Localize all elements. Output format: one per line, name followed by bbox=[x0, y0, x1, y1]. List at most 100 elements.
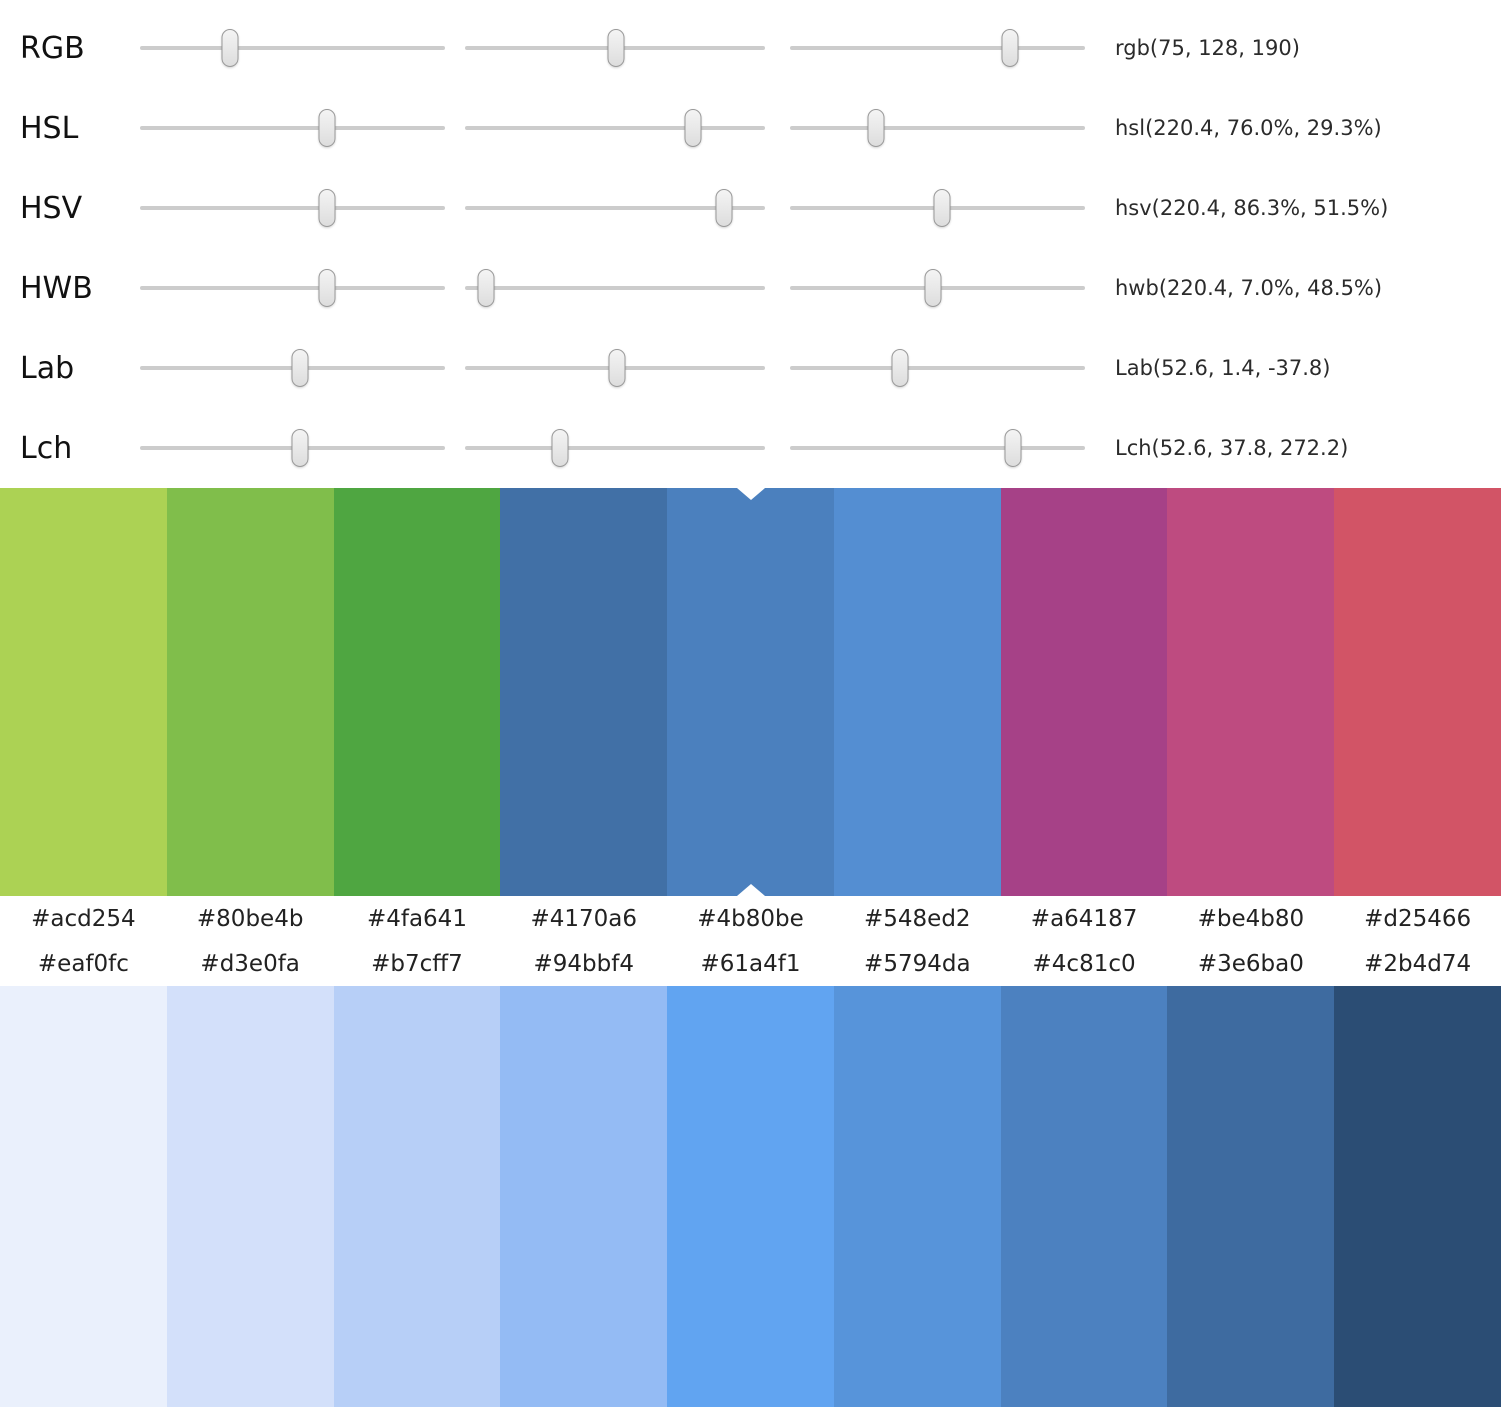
slider-row-hsv: HSV hsv(220.4, 86.3%, 51.5%) bbox=[0, 168, 1501, 248]
slider-track-line bbox=[465, 446, 765, 450]
slider-track[interactable] bbox=[465, 266, 765, 310]
color-sliders-panel: RGB rgb(75, 128, 190) HSL bbox=[0, 0, 1501, 488]
slider-track-line bbox=[790, 46, 1085, 50]
slider-track[interactable] bbox=[790, 346, 1085, 390]
slider-thumb[interactable] bbox=[924, 269, 942, 307]
swatch-hex-label: #be4b80 bbox=[1197, 906, 1305, 932]
selection-marker-bottom-icon bbox=[736, 884, 765, 896]
palette-swatch[interactable] bbox=[1167, 488, 1335, 896]
palette-swatch[interactable] bbox=[1000, 986, 1168, 1407]
palette-swatch[interactable] bbox=[0, 488, 167, 896]
slider-thumb[interactable] bbox=[867, 109, 885, 147]
palette-swatch[interactable] bbox=[667, 986, 834, 1407]
swatch-hex-label: #2b4d74 bbox=[1364, 951, 1472, 977]
slider-track[interactable] bbox=[465, 426, 765, 470]
slider-row-hsl: HSL hsl(220.4, 76.0%, 29.3%) bbox=[0, 88, 1501, 168]
slider-track[interactable] bbox=[790, 266, 1085, 310]
swatch-hex-label: #548ed2 bbox=[864, 906, 971, 932]
slider-thumb[interactable] bbox=[715, 189, 733, 227]
slider-track-line bbox=[140, 286, 445, 290]
swatch-hex-label: #80be4b bbox=[196, 906, 304, 932]
slider-track[interactable] bbox=[465, 26, 765, 70]
slider-thumb[interactable] bbox=[891, 349, 909, 387]
slider-track-line bbox=[140, 46, 445, 50]
slider-row-lch: Lch Lch(52.6, 37.8, 272.2) bbox=[0, 408, 1501, 488]
slider-thumb[interactable] bbox=[291, 349, 309, 387]
palette-swatch[interactable] bbox=[0, 986, 167, 1407]
palette-swatch[interactable] bbox=[833, 986, 1001, 1407]
palette-swatch[interactable] bbox=[333, 488, 501, 896]
swatch-hex-label: #d3e0fa bbox=[200, 951, 300, 977]
color-value-text: Lch(52.6, 37.8, 272.2) bbox=[1115, 436, 1349, 460]
slider-thumb[interactable] bbox=[318, 269, 336, 307]
slider-thumb[interactable] bbox=[318, 109, 336, 147]
slider-track-line bbox=[465, 286, 765, 290]
color-value-text: Lab(52.6, 1.4, -37.8) bbox=[1115, 356, 1331, 380]
slider-thumb[interactable] bbox=[291, 429, 309, 467]
slider-thumb[interactable] bbox=[221, 29, 239, 67]
slider-thumb[interactable] bbox=[933, 189, 951, 227]
slider-track[interactable] bbox=[465, 186, 765, 230]
palette-swatch[interactable] bbox=[1000, 488, 1168, 896]
slider-track-line bbox=[790, 446, 1085, 450]
selection-marker-top-icon bbox=[736, 488, 765, 500]
palette-swatch[interactable] bbox=[1334, 986, 1501, 1407]
palette-swatch[interactable] bbox=[500, 488, 668, 896]
swatch-hex-label: #61a4f1 bbox=[700, 951, 801, 977]
slider-thumb[interactable] bbox=[318, 189, 336, 227]
palette-swatch[interactable] bbox=[1167, 986, 1335, 1407]
swatch-hex-label: #4170a6 bbox=[530, 906, 637, 932]
slider-thumb[interactable] bbox=[551, 429, 568, 467]
slider-row-hwb: HWB hwb(220.4, 7.0%, 48.5%) bbox=[0, 248, 1501, 328]
slider-row-lab: Lab Lab(52.6, 1.4, -37.8) bbox=[0, 328, 1501, 408]
palette-top bbox=[0, 488, 1501, 896]
slider-track[interactable] bbox=[140, 186, 445, 230]
slider-track-line bbox=[465, 126, 765, 130]
palette-swatch[interactable] bbox=[1334, 488, 1501, 896]
slider-track[interactable] bbox=[140, 106, 445, 150]
slider-thumb[interactable] bbox=[477, 269, 495, 307]
swatch-hex-label: #3e6ba0 bbox=[1197, 951, 1304, 977]
palette-swatch[interactable] bbox=[166, 488, 334, 896]
swatch-hex-label: #d25466 bbox=[1364, 906, 1472, 932]
slider-row-rgb: RGB rgb(75, 128, 190) bbox=[0, 8, 1501, 88]
swatch-hex-label: #4fa641 bbox=[366, 906, 467, 932]
slider-thumb[interactable] bbox=[608, 349, 626, 387]
swatch-hex-label: #acd254 bbox=[31, 906, 136, 932]
palette-top-hex-labels: #acd254 #80be4b #4fa641 #4170a6 #4b80be … bbox=[0, 896, 1501, 942]
color-value-text: hsl(220.4, 76.0%, 29.3%) bbox=[1115, 116, 1382, 140]
slider-track[interactable] bbox=[790, 426, 1085, 470]
color-value-text: rgb(75, 128, 190) bbox=[1115, 36, 1300, 60]
slider-track-line bbox=[465, 206, 765, 210]
palette-swatch[interactable] bbox=[333, 986, 501, 1407]
slider-track[interactable] bbox=[465, 346, 765, 390]
palette-swatch[interactable] bbox=[833, 488, 1001, 896]
color-value-text: hwb(220.4, 7.0%, 48.5%) bbox=[1115, 276, 1383, 300]
slider-track-line bbox=[790, 126, 1085, 130]
slider-track[interactable] bbox=[465, 106, 765, 150]
slider-track[interactable] bbox=[790, 26, 1085, 70]
slider-track[interactable] bbox=[790, 106, 1085, 150]
slider-track[interactable] bbox=[140, 346, 445, 390]
color-model-label: Lab bbox=[20, 350, 75, 386]
slider-thumb[interactable] bbox=[1001, 29, 1019, 67]
slider-track[interactable] bbox=[140, 426, 445, 470]
swatch-hex-label: #5794da bbox=[864, 951, 971, 977]
swatch-hex-label: #b7cff7 bbox=[371, 951, 463, 977]
slider-thumb[interactable] bbox=[607, 29, 625, 67]
slider-track[interactable] bbox=[790, 186, 1085, 230]
swatch-hex-label: #94bbf4 bbox=[533, 951, 634, 977]
color-model-label: HSV bbox=[20, 190, 83, 226]
slider-thumb[interactable] bbox=[1004, 429, 1022, 467]
palette-bottom bbox=[0, 986, 1501, 1407]
slider-track[interactable] bbox=[140, 266, 445, 310]
slider-thumb[interactable] bbox=[684, 109, 702, 147]
slider-track-line bbox=[140, 126, 445, 130]
palette-swatch-selected[interactable] bbox=[667, 488, 834, 896]
palette-bottom-hex-labels: #eaf0fc #d3e0fa #b7cff7 #94bbf4 #61a4f1 … bbox=[0, 942, 1501, 986]
slider-track[interactable] bbox=[140, 26, 445, 70]
palette-swatch[interactable] bbox=[500, 986, 668, 1407]
color-value-text: hsv(220.4, 86.3%, 51.5%) bbox=[1115, 196, 1389, 220]
palette-swatch[interactable] bbox=[166, 986, 334, 1407]
